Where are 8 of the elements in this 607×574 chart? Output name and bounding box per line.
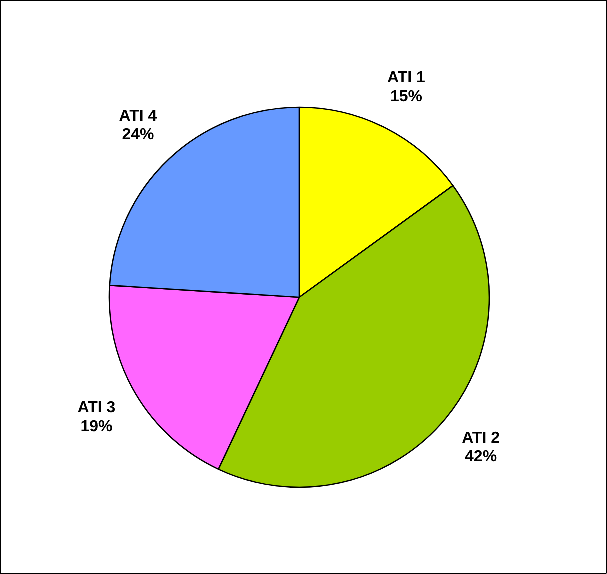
slice-label: ATI 2 (462, 430, 500, 447)
data-label: 42% (465, 448, 498, 466)
slice-label: ATI 4 (119, 108, 158, 125)
slice-label: ATI 1 (387, 70, 426, 87)
data-label: 15% (390, 88, 422, 106)
data-label: 19% (80, 418, 113, 436)
data-label: 24% (122, 126, 154, 144)
slice-label: ATI 3 (78, 400, 116, 417)
